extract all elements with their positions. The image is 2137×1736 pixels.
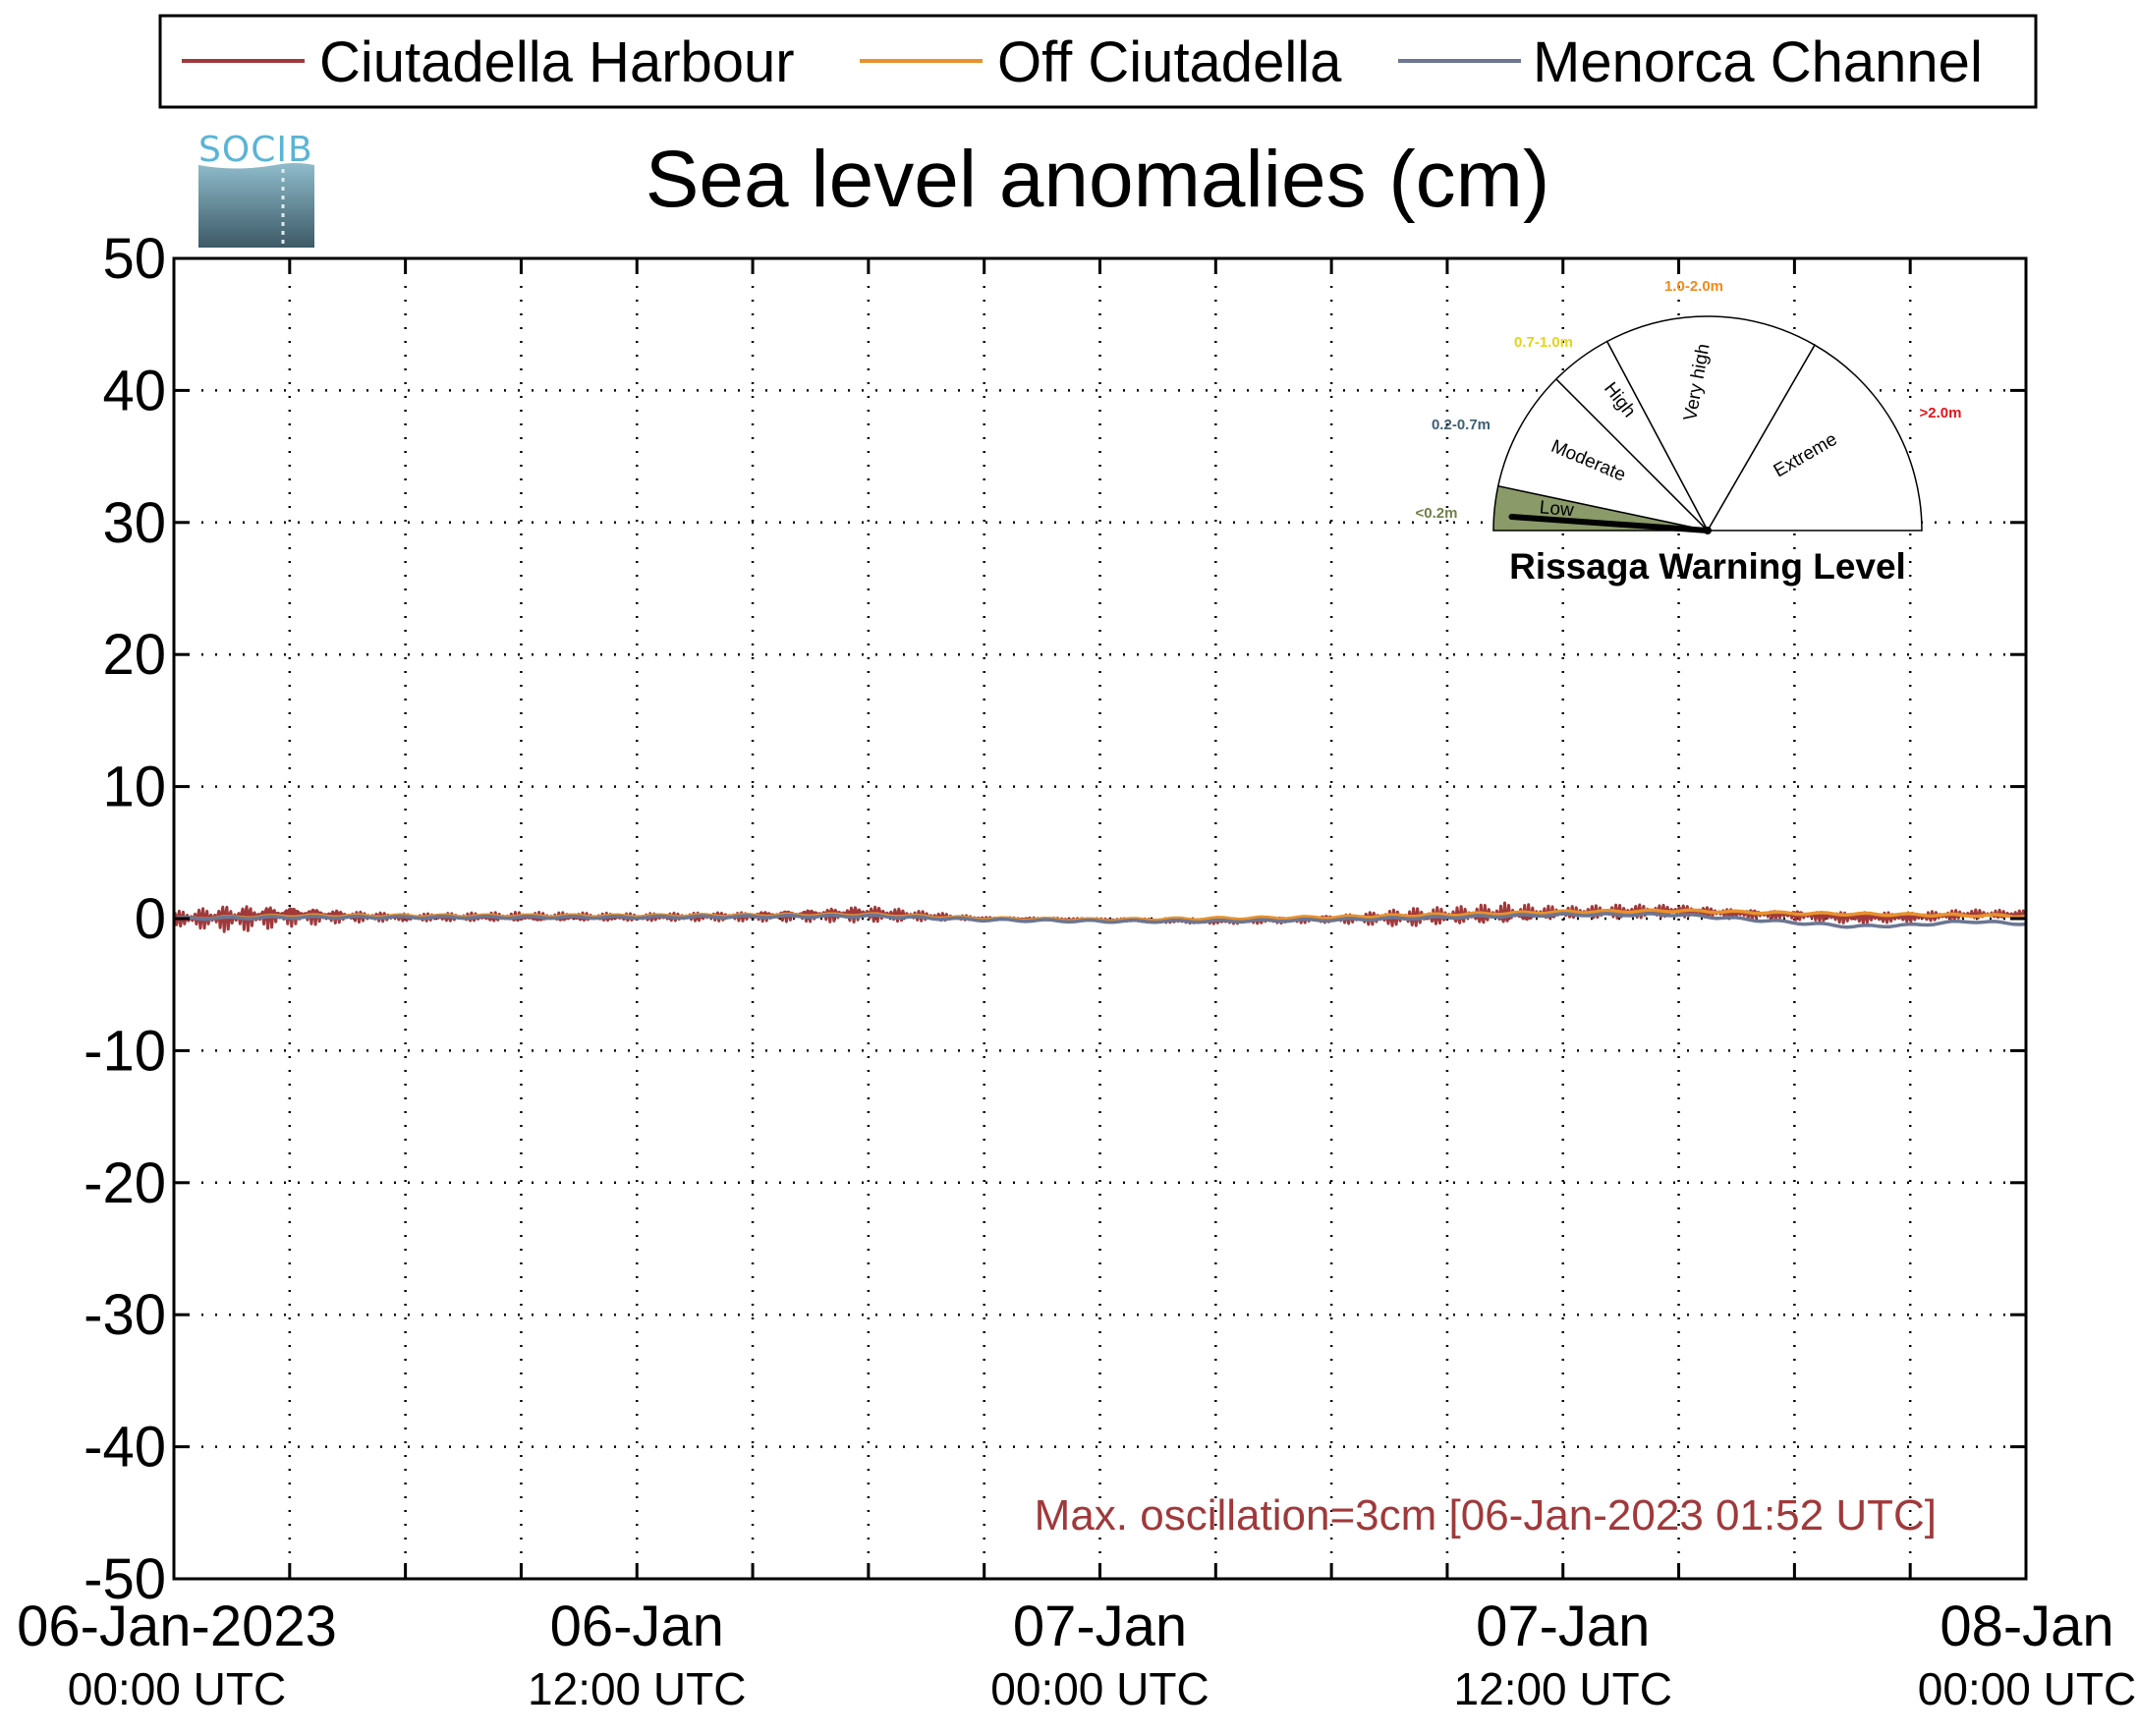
gauge-segment-very-high: [1605, 315, 1817, 532]
x-tick-label-time: 00:00 UTC: [990, 1663, 1209, 1714]
y-tick-label: 20: [102, 623, 166, 687]
x-tick-label-date: 07-Jan: [1013, 1595, 1187, 1658]
gauge-needle: [1508, 514, 1711, 533]
y-tick-label: -10: [84, 1019, 166, 1083]
y-tick-label: 40: [102, 359, 166, 422]
y-axis-labels: -50 -40 -30 -20 -10 0 10 20 30 40 50: [84, 227, 166, 1611]
gauge-title: Rissaga Warning Level: [1509, 546, 1906, 587]
x-tick-label-time: 00:00 UTC: [68, 1663, 286, 1714]
x-tick-label-date: 06-Jan-2023: [17, 1595, 337, 1658]
gauge-segment-extreme: [1706, 344, 1923, 532]
legend-label-menorca-channel: Menorca Channel: [1533, 30, 1983, 94]
legend-label-off-ciutadella: Off Ciutadella: [997, 30, 1342, 94]
socib-logo: SOCIB: [198, 130, 314, 248]
gauge-segment-label: Low: [1539, 497, 1575, 521]
gauge-range-label: <0.2m: [1416, 505, 1458, 522]
y-tick-label: -50: [84, 1547, 166, 1611]
legend-box: [158, 14, 2038, 109]
series-line-menorca-channel: [173, 912, 2027, 929]
y-tick-label: 10: [102, 756, 166, 819]
gauge-range-label: 1.0-2.0m: [1664, 278, 1723, 295]
y-tick-label: -20: [84, 1151, 166, 1215]
y-tick-label: -40: [84, 1416, 166, 1480]
gauge-range-label: >2.0m: [1920, 405, 1962, 421]
logo-text: SOCIB: [198, 130, 313, 170]
y-tick-label: -30: [84, 1283, 166, 1347]
gauge-segment-moderate: [1496, 377, 1711, 532]
logo-wave-shape: [198, 163, 314, 248]
axis-ticks: [172, 256, 2028, 1581]
legend: Ciutadella Harbour Off Ciutadella Menorc…: [158, 14, 2038, 109]
x-tick-label-date: 07-Jan: [1476, 1595, 1650, 1658]
y-tick-label: 30: [102, 491, 166, 555]
x-tick-label-date: 08-Jan: [1940, 1595, 2113, 1658]
gauge-range-label: 0.7-1.0m: [1514, 334, 1573, 351]
x-tick-label-time: 12:00 UTC: [528, 1663, 746, 1714]
y-tick-label: 50: [102, 227, 166, 291]
chart-title: Sea level anomalies (cm): [646, 135, 1550, 224]
x-tick-label-time: 00:00 UTC: [1918, 1663, 2136, 1714]
legend-label-ciutadella-harbour: Ciutadella Harbour: [319, 30, 795, 94]
x-tick-label-date: 06-Jan: [550, 1595, 724, 1658]
data-series: [172, 901, 2027, 933]
max-oscillation-note: Max. oscillation=3cm [06-Jan-2023 01:52 …: [1035, 1491, 1937, 1540]
gauge-range-label: 0.2-0.7m: [1432, 417, 1490, 433]
x-tick-label-time: 12:00 UTC: [1454, 1663, 1672, 1714]
gauge-needle-hub: [1704, 527, 1712, 534]
y-tick-label: 0: [135, 887, 166, 951]
